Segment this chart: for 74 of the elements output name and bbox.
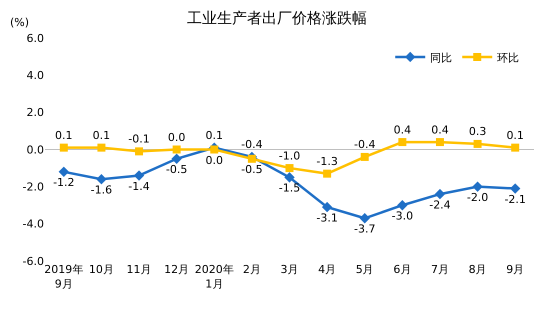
- point: [97, 144, 106, 152]
- data-label: -2.0: [466, 190, 488, 204]
- x-tick-label: 10月: [88, 263, 114, 276]
- y-tick-label: -2.0: [22, 180, 44, 194]
- legend-label: 环比: [497, 51, 520, 64]
- data-label: -0.1: [128, 132, 150, 146]
- point: [322, 202, 332, 212]
- point: [286, 164, 294, 172]
- point: [472, 181, 483, 192]
- data-label: -0.4: [354, 138, 376, 152]
- point: [436, 138, 444, 146]
- data-label: -1.6: [90, 183, 112, 196]
- data-label: 0.4: [431, 123, 449, 136]
- data-label: -1.5: [278, 182, 300, 195]
- x-tick-label: 4月: [318, 263, 336, 276]
- y-tick-label: 2.0: [26, 106, 44, 120]
- x-tick-label: 9月: [506, 263, 524, 276]
- point: [60, 144, 68, 152]
- data-label: -2.4: [429, 198, 451, 212]
- x-tick-label: 3月: [280, 263, 298, 276]
- data-label: 0.0: [206, 154, 224, 167]
- y-tick-label: 4.0: [26, 69, 44, 82]
- point: [511, 144, 520, 152]
- x-tick-label: 11月: [126, 263, 152, 276]
- point: [58, 166, 70, 177]
- point: [284, 172, 295, 183]
- data-label: -1.2: [53, 176, 75, 190]
- data-label: -0.5: [241, 163, 263, 176]
- point: [360, 152, 369, 161]
- legend-label: 同比: [430, 51, 452, 64]
- data-label: 0.1: [506, 128, 524, 142]
- x-tick-label: 2月: [242, 263, 261, 276]
- x-tick-label: 2020年 1月: [194, 263, 234, 290]
- data-label: 0.1: [206, 128, 224, 142]
- point: [398, 138, 406, 146]
- point: [434, 188, 446, 200]
- x-tick-label: 12月: [164, 263, 190, 276]
- data-label: -2.1: [504, 192, 526, 206]
- data-label: -3.7: [354, 222, 376, 236]
- point: [360, 213, 370, 224]
- data-label: -0.5: [166, 163, 188, 176]
- data-label: 0.1: [92, 128, 110, 142]
- data-label: -3.0: [392, 210, 414, 222]
- data-label: -0.4: [241, 138, 263, 152]
- y-tick-label: 6.0: [26, 32, 44, 45]
- y-tick-label: -6.0: [22, 254, 44, 268]
- point: [397, 200, 408, 210]
- data-label: -1.3: [316, 154, 338, 168]
- point: [172, 146, 181, 154]
- y-tick-label: 0.0: [26, 143, 44, 156]
- point: [474, 140, 482, 148]
- data-label: 0.3: [468, 125, 486, 138]
- chart-title: 工业生产者出厂价格涨跌幅: [187, 8, 367, 27]
- data-label: -1.4: [128, 180, 150, 193]
- data-label: 0.1: [55, 128, 73, 142]
- point: [171, 154, 182, 164]
- point: [510, 183, 520, 194]
- x-tick-label: 2019年 9月: [44, 263, 84, 290]
- point: [210, 146, 218, 154]
- point: [96, 174, 107, 184]
- y-tick-label: -4.0: [22, 218, 44, 231]
- data-label: -1.0: [278, 149, 300, 162]
- y-axis-title: (%): [10, 16, 30, 29]
- point: [135, 147, 144, 156]
- x-tick-label: 7月: [430, 263, 449, 276]
- data-label: 0.4: [394, 123, 412, 136]
- x-tick-label: 6月: [393, 263, 412, 276]
- point: [134, 170, 144, 181]
- x-tick-label: 5月: [356, 263, 374, 276]
- point: [323, 170, 332, 178]
- data-label: 0.0: [168, 130, 186, 144]
- x-tick-label: 8月: [468, 263, 487, 276]
- point: [248, 154, 256, 163]
- data-label: -3.1: [316, 211, 338, 224]
